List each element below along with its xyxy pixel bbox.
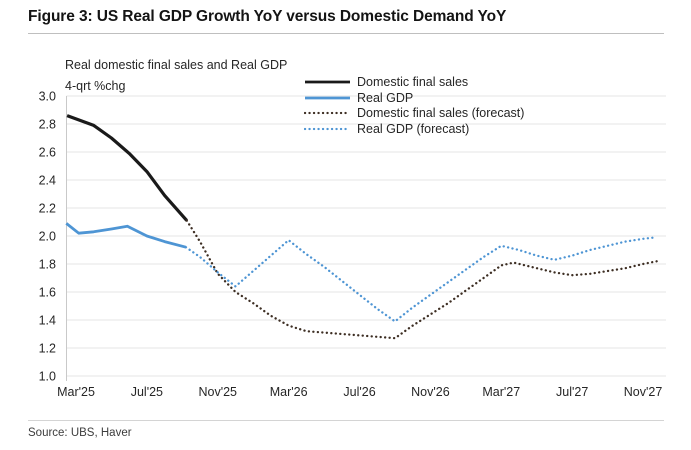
chart-area: 1.0 1.2 1.4 1.6 1.8 2.0 2.2 2.4 2.6 2.8 3.0 Mar'25 J… bbox=[0, 34, 691, 420]
y-axis-label: 1.2 bbox=[39, 342, 56, 356]
y-axis-label: 2.4 bbox=[39, 174, 56, 188]
chart-subtitle-line1: Real domestic final sales and Real GDP bbox=[65, 58, 288, 72]
legend-label: Real GDP bbox=[357, 90, 414, 105]
y-axis-label: 2.0 bbox=[39, 230, 56, 244]
legend-item: Domestic final sales bbox=[304, 74, 524, 90]
x-axis-label: Mar'25 bbox=[57, 385, 95, 399]
real-gdp-line bbox=[65, 222, 187, 249]
y-axis-label: 3.0 bbox=[39, 90, 56, 104]
figure-title: Figure 3: US Real GDP Growth YoY versus … bbox=[28, 8, 507, 25]
domestic-final-sales-legend-swatch bbox=[305, 80, 350, 84]
legend-label: Domestic final sales bbox=[357, 74, 469, 89]
legend-item: Domestic final sales (forecast) bbox=[304, 106, 524, 122]
x-axis-label: Jul'25 bbox=[131, 385, 163, 399]
source-note: Source: UBS, Haver bbox=[28, 427, 132, 439]
x-axis-label: Nov'25 bbox=[198, 385, 237, 399]
y-axis-label: 1.8 bbox=[39, 258, 56, 272]
source-divider bbox=[28, 420, 664, 421]
chart-legend: Domestic final sales Real GDP Domestic fin… bbox=[304, 74, 524, 137]
real-gdp-forecast-legend-swatch bbox=[304, 128, 351, 131]
real-gdp-legend-swatch bbox=[305, 96, 350, 100]
domestic-final-sales-forecast-line bbox=[185, 219, 659, 340]
legend-item: Real GDP bbox=[304, 90, 524, 106]
x-axis-label: Jul'26 bbox=[343, 385, 375, 399]
domestic-final-sales-line bbox=[66, 114, 189, 222]
chart-subtitle-line2: 4-qrt %chg bbox=[65, 79, 126, 93]
x-axis-label: Mar'27 bbox=[482, 385, 520, 399]
y-axis-label: 1.0 bbox=[39, 370, 56, 384]
x-axis-label: Nov'26 bbox=[411, 385, 450, 399]
real-gdp-forecast-line bbox=[184, 236, 657, 323]
y-axis-label: 2.6 bbox=[39, 146, 56, 160]
legend-label: Domestic final sales (forecast) bbox=[357, 106, 525, 121]
domestic-final-sales-forecast-legend-swatch bbox=[304, 112, 351, 115]
x-axis-label: Jul'27 bbox=[556, 385, 588, 399]
x-axis-label: Mar'26 bbox=[270, 385, 308, 399]
legend-label: Real GDP (forecast) bbox=[357, 122, 470, 137]
y-axis-label: 2.8 bbox=[39, 118, 56, 132]
y-axis-label: 1.4 bbox=[39, 314, 56, 328]
y-axis-label: 1.6 bbox=[39, 286, 56, 300]
y-axis-label: 2.2 bbox=[39, 202, 56, 216]
title-divider bbox=[28, 33, 664, 34]
chart-subtitle: Real domestic final sales and Real GDP 4… bbox=[65, 55, 287, 97]
x-axis-label: Nov'27 bbox=[624, 385, 663, 399]
legend-item: Real GDP (forecast) bbox=[304, 121, 524, 137]
